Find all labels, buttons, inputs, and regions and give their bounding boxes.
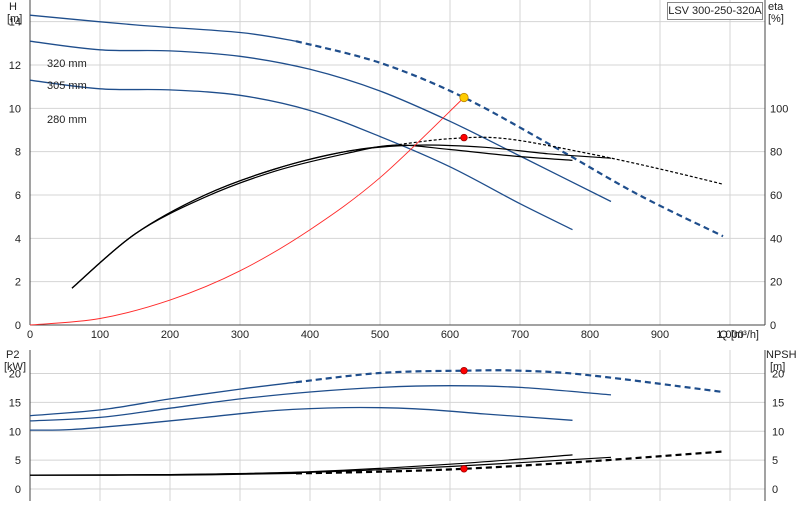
y-tick-label-left: 2 (15, 277, 21, 289)
series-system-curve-line (29, 97, 465, 326)
y-tick-label-left-lower: 5 (15, 455, 21, 467)
series-efficiency-320-mm-dashed-line (393, 136, 724, 185)
y-axis-label-right: eta (768, 1, 784, 13)
y-axis-unit-left-lower: [kW] (4, 361, 26, 373)
series-p2-320-mm-line (29, 381, 297, 417)
marker-duty-point (459, 92, 469, 103)
y-tick-label-right-lower: 5 (772, 455, 778, 467)
y-tick-label-right: 20 (770, 277, 782, 289)
y-tick-label-left: 0 (15, 320, 21, 332)
x-tick-label: 500 (371, 329, 389, 341)
y-tick-label-left-lower: 15 (9, 397, 21, 409)
x-tick-label: 700 (511, 329, 529, 341)
y-tick-label-left-lower: 10 (9, 426, 21, 438)
x-tick-label: 1,000 (716, 329, 744, 341)
series-efficiency-280-mm-line (71, 144, 573, 289)
y-tick-label-left: 4 (15, 233, 21, 245)
y-tick-label-right-lower: 15 (772, 397, 784, 409)
y-tick-label-right: 40 (770, 233, 782, 245)
impeller-label-305-mm: 305 mm (47, 80, 87, 92)
marker-efficiency-at-duty-point (460, 133, 468, 142)
y-tick-label-left: 6 (15, 190, 21, 202)
y-tick-label-right-lower: 10 (772, 426, 784, 438)
y-tick-label-right: 80 (770, 147, 782, 159)
y-axis-unit-left: [m] (7, 13, 22, 25)
y-tick-label-right-lower: 0 (772, 484, 778, 496)
y-tick-label-left-lower: 0 (15, 484, 21, 496)
y-axis-unit-right: [%] (768, 13, 784, 25)
series-p2-305-mm-line (29, 385, 612, 422)
x-tick-label: 200 (161, 329, 179, 341)
series-npsh-320-mm-dashed-line (295, 450, 724, 475)
series-head-line (29, 14, 297, 42)
x-tick-label: 400 (301, 329, 319, 341)
y-tick-label-right-lower: 20 (772, 369, 784, 381)
y-tick-label-left: 14 (9, 17, 21, 29)
y-axis-label-right-lower: NPSH (766, 349, 797, 361)
y-axis-unit-right-lower: [m] (770, 361, 785, 373)
x-tick-label: 800 (581, 329, 599, 341)
x-tick-label: 300 (231, 329, 249, 341)
y-tick-label-left-lower: 20 (9, 369, 21, 381)
series-p2-280-mm-line (29, 406, 573, 431)
x-tick-label: 900 (651, 329, 669, 341)
y-tick-label-left: 12 (9, 60, 21, 72)
impeller-label-320-mm: 320 mm (47, 58, 87, 70)
y-tick-label-right: 60 (770, 190, 782, 202)
x-axis-label: Q [m³/h] (719, 329, 759, 341)
series-efficiency-320-mm-line (71, 144, 395, 289)
x-tick-label: 0 (27, 329, 33, 341)
series-p2-320-mm-dashed-line (295, 369, 724, 394)
series-head-line (29, 79, 573, 231)
y-axis-label-left-lower: P2 (6, 349, 19, 361)
marker-npsh-at-duty-point (460, 465, 468, 473)
marker-p2-at-duty-point (460, 366, 468, 375)
y-axis-label-left: H (9, 1, 17, 13)
series-head-line (29, 40, 612, 203)
y-tick-label-right: 100 (770, 103, 788, 115)
y-tick-label-left: 8 (15, 147, 21, 159)
x-tick-label: 100 (91, 329, 109, 341)
series-efficiency-305-mm-line (71, 144, 612, 289)
impeller-label-280-mm: 280 mm (47, 114, 87, 126)
y-tick-label-left: 10 (9, 103, 21, 115)
series-npsh-280-mm-line (29, 454, 573, 476)
x-tick-label: 600 (441, 329, 459, 341)
pump-model-label: LSV 300-250-320A (667, 2, 763, 20)
y-tick-label-right: 0 (770, 320, 776, 332)
